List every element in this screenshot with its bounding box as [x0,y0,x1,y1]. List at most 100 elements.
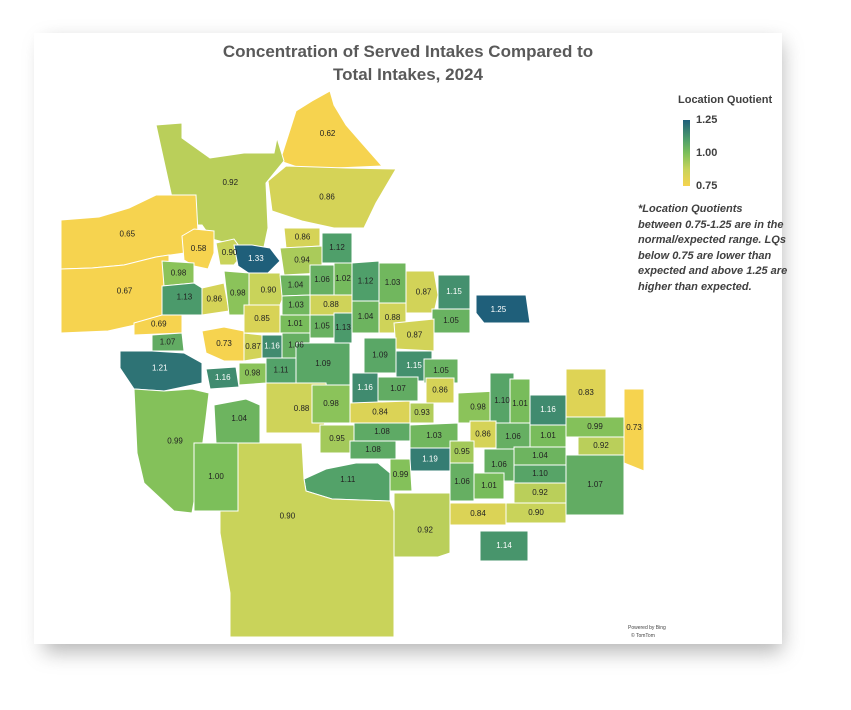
region-value-label: 0.73 [626,423,642,432]
region-value-label: 0.88 [323,300,339,309]
map-labels: 0.62 0.92 0.86 0.65 0.67 0.58 0.90 1.33 0.86 1.12… [117,129,643,550]
region-value-label: 0.87 [245,342,261,351]
region-value-label: 0.83 [578,388,594,397]
region-value-label: 1.16 [540,405,556,414]
region-value-label: 1.16 [264,342,280,351]
region-value-label: 0.92 [417,526,433,535]
region-r80[interactable] [389,458,413,492]
map-title: Concentration of Served Intakes Compared… [34,40,782,86]
region-value-label: 1.19 [422,455,438,464]
region-r82[interactable] [473,472,505,500]
legend-max-label: 1.25 [696,114,718,126]
region-value-label: 0.90 [222,248,238,257]
region-value-label: 1.07 [160,338,176,347]
region-value-label: 0.58 [191,244,207,253]
region-value-label: 0.86 [295,233,311,242]
region-r24[interactable] [475,294,531,324]
region-value-label: 1.05 [443,316,459,325]
region-r48[interactable] [423,358,459,384]
region-value-label: 1.04 [532,451,548,460]
region-value-label: 1.11 [274,366,290,375]
region-value-label: 0.90 [261,285,277,294]
region-value-label: 0.87 [416,288,432,297]
region-value-label: 1.05 [314,322,330,331]
region-r43[interactable] [205,366,240,390]
region-value-label: 0.86 [319,192,335,201]
region-r25[interactable] [133,314,183,336]
region-value-label: 1.07 [390,384,406,393]
region-value-label: 0.90 [280,512,296,521]
region-r57[interactable] [409,402,435,424]
choropleth-map: 0.62 0.92 0.86 0.65 0.67 0.58 0.90 1.33 0.86 1.12… [60,90,645,638]
region-value-label: 0.95 [329,434,345,443]
region-value-label: 0.73 [216,339,232,348]
region-r87[interactable] [393,492,451,558]
region-value-label: 0.86 [207,294,223,303]
title-line-2: Total Intakes, 2024 [333,65,483,84]
region-value-label: 0.98 [171,268,187,277]
region-value-label: 1.15 [406,361,422,370]
region-value-label: 1.11 [340,475,356,484]
region-value-label: 1.12 [329,243,345,252]
location-quotient-note: *Location Quotients between 0.75-1.25 ar… [638,203,788,293]
region-value-label: 0.94 [294,256,310,265]
region-value-label: 1.05 [433,366,449,375]
region-value-label: 1.15 [446,287,462,296]
region-value-label: 0.99 [167,436,183,445]
region-value-label: 0.65 [120,230,136,239]
region-value-label: 0.86 [432,386,448,395]
region-r85[interactable] [219,442,395,638]
region-r81[interactable] [449,462,475,502]
region-value-label: 0.99 [393,470,409,479]
region-value-label: 1.08 [374,427,390,436]
map-frame: Concentration of Served Intakes Compared… [34,33,787,644]
region-value-label: 0.88 [294,404,310,413]
region-r33[interactable] [333,312,353,344]
region-r8[interactable] [233,244,281,275]
region-r51[interactable] [425,377,455,404]
region-value-label: 1.06 [505,432,521,441]
title-line-1: Concentration of Served Intakes Compared… [222,42,594,61]
region-r6[interactable] [181,228,215,270]
region-r88[interactable] [505,502,567,524]
region-value-label: 1.03 [385,278,401,287]
region-value-label: 1.33 [248,254,264,263]
region-value-label: 0.98 [470,403,486,412]
region-value-label: 0.99 [587,422,603,431]
region-r3[interactable] [267,165,397,229]
region-value-label: 1.07 [587,480,603,489]
region-value-label: 1.08 [365,445,381,454]
region-value-label: 0.98 [245,369,261,378]
region-value-label: 1.04 [231,414,247,423]
region-r84[interactable] [565,454,625,516]
attribution-tomtom: © TomTom [631,633,655,639]
region-r42[interactable] [119,350,203,392]
legend-min-label: 0.75 [696,180,718,192]
region-value-label: 0.87 [407,331,423,340]
region-value-label: 0.92 [593,441,609,450]
region-value-label: 1.14 [496,541,512,550]
region-r26[interactable] [151,332,185,352]
region-value-label: 1.13 [177,293,193,302]
region-r89[interactable] [479,530,529,562]
region-value-label: 1.10 [532,469,548,478]
region-value-label: 1.16 [215,373,231,382]
region-value-label: 1.06 [454,477,470,486]
region-value-label: 1.01 [540,431,556,440]
region-value-label: 1.25 [491,305,507,314]
region-r40[interactable] [243,332,263,362]
region-r54[interactable] [213,398,261,444]
region-value-label: 1.09 [372,351,388,360]
region-value-label: 0.93 [414,408,430,417]
legend-color-scale [683,120,690,186]
region-value-label: 1.06 [288,341,304,350]
region-value-label: 0.62 [320,129,336,138]
region-value-label: 1.09 [315,359,331,368]
region-r50[interactable] [377,376,419,402]
region-value-label: 1.03 [426,431,442,440]
region-value-label: 0.95 [454,447,470,456]
region-value-label: 1.01 [287,319,303,328]
region-value-label: 1.00 [208,472,224,481]
region-value-label: 1.01 [512,399,528,408]
region-value-label: 1.04 [358,312,374,321]
